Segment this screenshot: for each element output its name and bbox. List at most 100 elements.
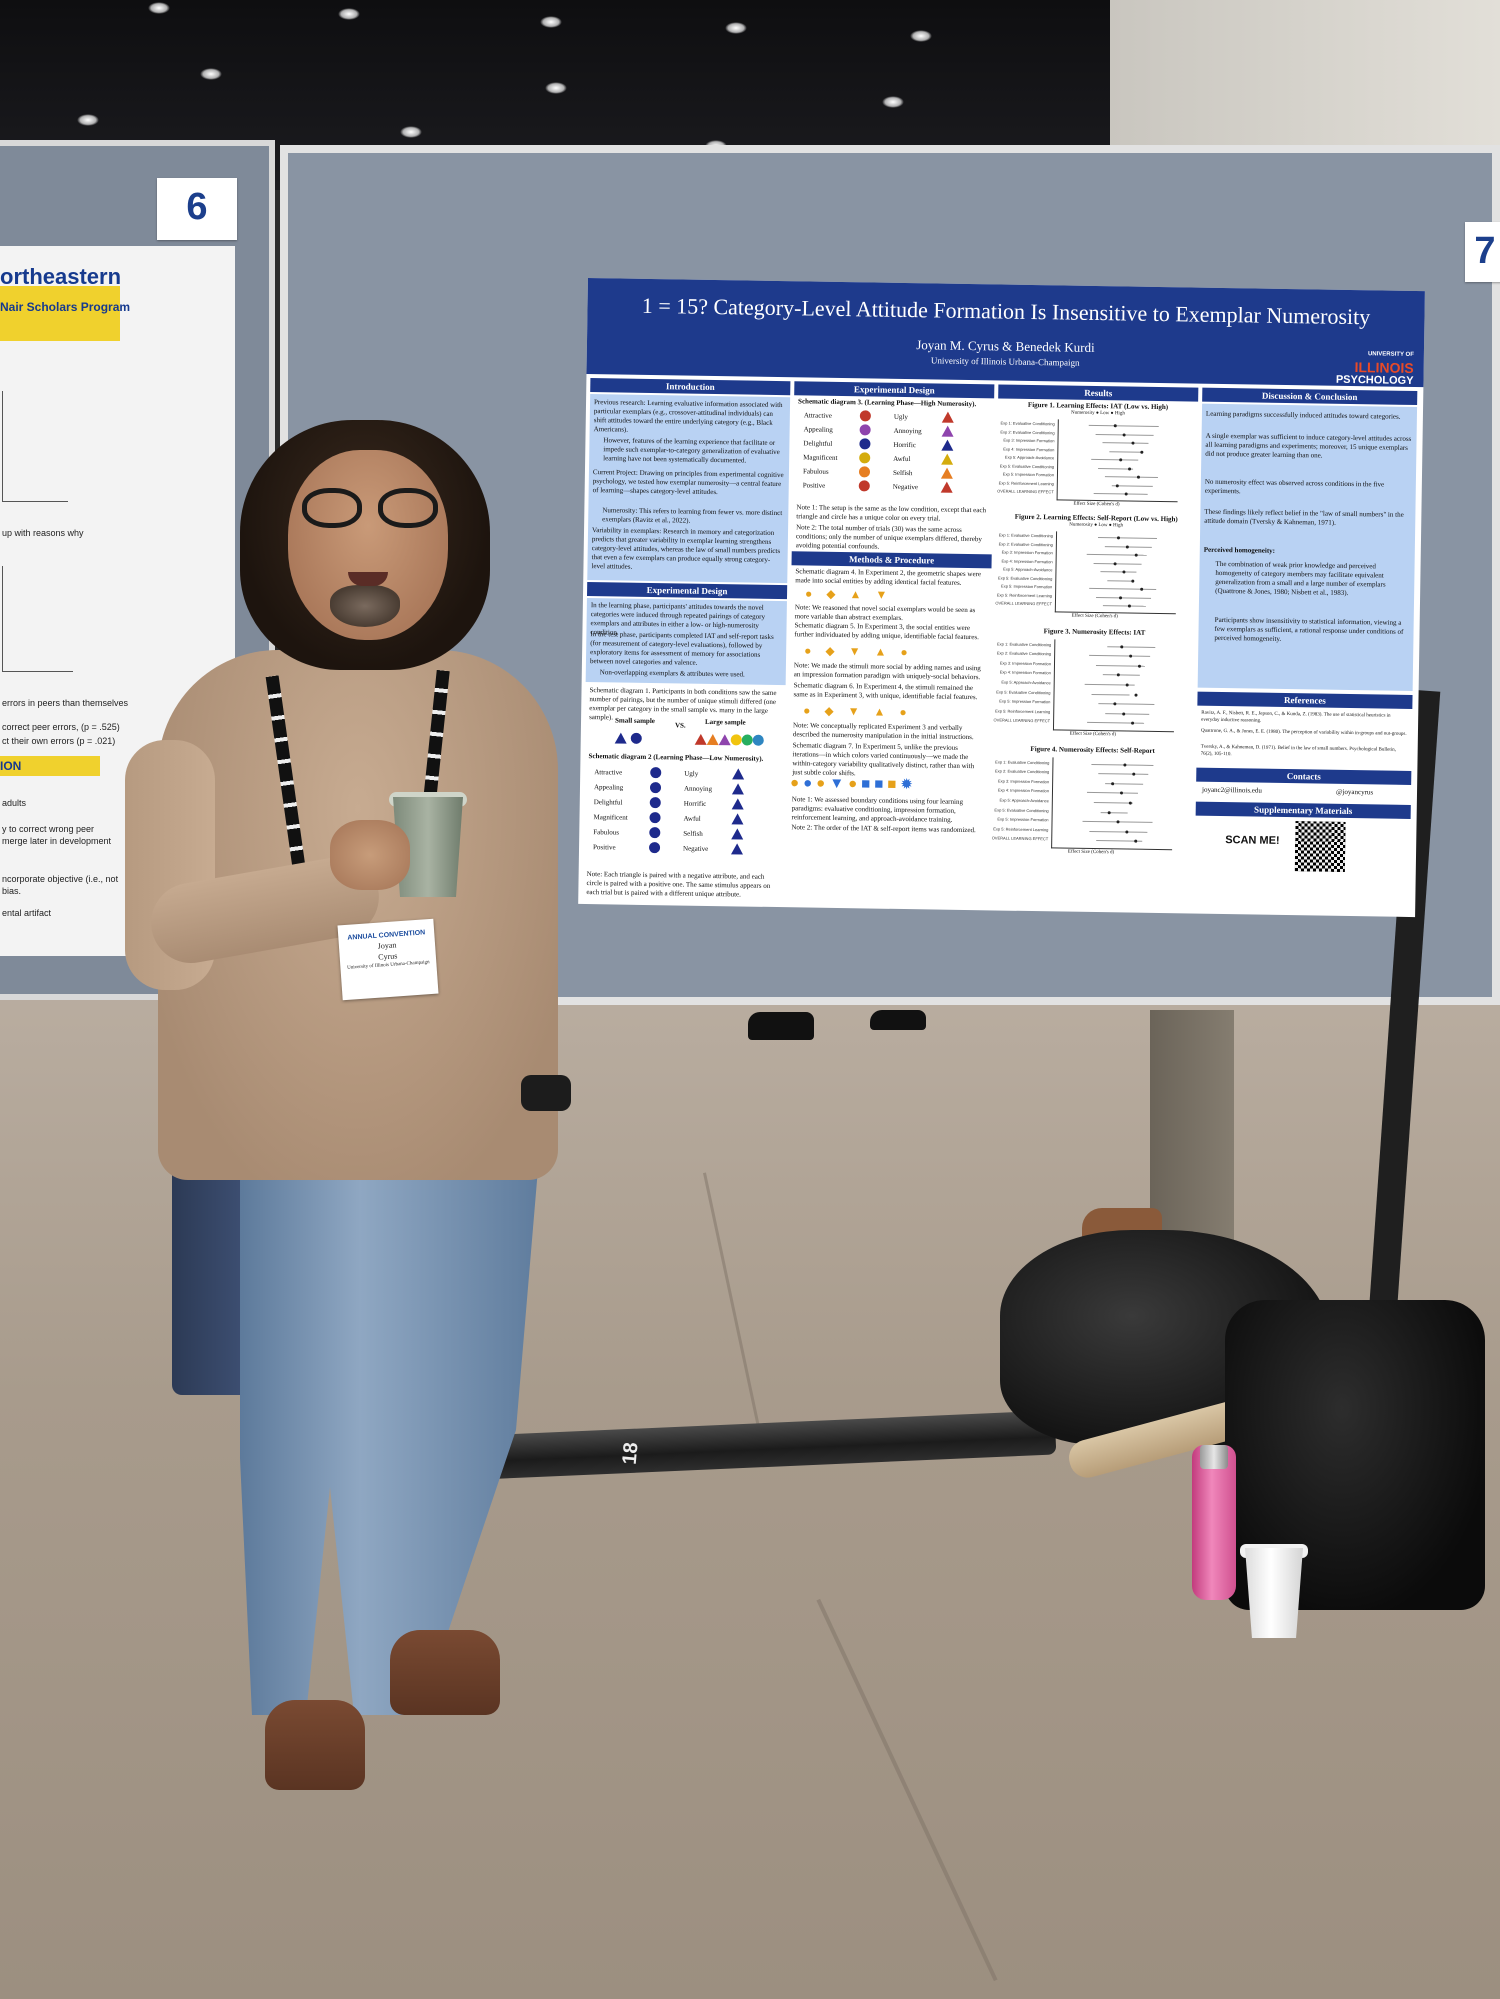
ceiling-light <box>540 16 562 28</box>
mouth <box>348 572 388 586</box>
forest-row-line <box>1093 802 1133 804</box>
glasses-lens <box>302 488 362 528</box>
negative-word: Horrific <box>683 799 707 808</box>
triangle-stack <box>730 768 745 855</box>
qr-code[interactable] <box>1294 821 1346 872</box>
forest-point <box>1125 830 1129 834</box>
forest-point <box>1134 693 1138 697</box>
discussion-box: Learning paradigms successfully induced … <box>1197 403 1418 692</box>
stand-number-card: 7 <box>1465 222 1500 282</box>
glasses-lens <box>378 488 438 528</box>
high-numerosity-diagram: Attractive Appealing Delightful Magnific… <box>793 409 994 502</box>
forest-row-line <box>1093 562 1142 565</box>
forest-row-line <box>1093 493 1148 496</box>
triangle-icon <box>706 733 719 746</box>
circle-icon <box>741 734 753 746</box>
negative-word: Selfish <box>683 829 703 838</box>
forest-point <box>1129 654 1133 658</box>
forest-point <box>1131 441 1135 445</box>
triangle-icon <box>614 732 627 744</box>
shape-icon: ■ <box>861 775 875 793</box>
negative-word: Awful <box>893 454 911 464</box>
research-poster: 1 = 15? Category-Level Attitude Formatio… <box>578 278 1425 918</box>
positive-word: Fabulous <box>802 467 829 476</box>
poster-tube-label: 18 <box>618 1441 643 1466</box>
forest-point <box>1128 801 1132 805</box>
circle-icon <box>649 797 661 809</box>
ceiling-light <box>910 30 932 42</box>
circle-stack <box>648 767 662 854</box>
forest-point <box>1132 772 1136 776</box>
schematic-caption: Schematic diagram 2 (Learning Phase—Low … <box>588 752 764 763</box>
forest-point <box>1113 702 1117 706</box>
neighbor-poster-text: adults <box>2 798 27 808</box>
forest-point <box>1122 712 1126 716</box>
negative-word: Annoying <box>893 426 922 436</box>
forest-row-label: Exp 5: Approach-Avoidance <box>1004 454 1055 461</box>
forest-row-label: Exp 5: Evaluative Conditioning <box>998 575 1053 581</box>
forest-point <box>1107 810 1111 814</box>
forest-plot-4: Exp 1: Evaluative Conditioning Exp 2: Eva… <box>992 757 1174 851</box>
forest-row-label: Exp 4: Impression Formation <box>999 669 1051 676</box>
triangle-icon <box>694 733 707 745</box>
forest-row-label: Exp 4: Impression Formation <box>1001 558 1053 564</box>
ceiling-light <box>148 2 170 14</box>
discussion-point: No numerosity effect was observed across… <box>1204 477 1385 496</box>
neighbor-poster-subtitle: Nair Scholars Program <box>0 300 131 314</box>
design-point: In the test phase, participants complete… <box>589 630 774 667</box>
ceiling-light <box>725 22 747 34</box>
triangle-icon <box>731 783 745 795</box>
triangle-stack <box>940 411 954 493</box>
shape-icon: ● <box>789 774 804 792</box>
forest-row-line <box>1086 792 1138 795</box>
neighbor-poster-text: merge later in development <box>2 836 112 846</box>
forest-row-label: OVERALL LEARNING EFFECT <box>997 488 1054 495</box>
diagram-note: Note 2: The total number of trials (30) … <box>795 523 982 551</box>
shape-icon: ✹ <box>900 775 918 794</box>
forest-row-line <box>1096 596 1152 599</box>
forest-row-label: Exp 2: Evaluative Conditioning <box>998 541 1053 547</box>
forest-row-label: Exp 2: Evaluative Conditioning <box>1000 429 1055 435</box>
circle-icon <box>859 438 871 450</box>
forest-row-label: Exp 5: Approach-Avoidance <box>1001 679 1051 686</box>
circle-icon <box>631 732 643 744</box>
forest-row-label: Exp 5: Impression Formation <box>1002 471 1055 478</box>
ceiling-light <box>338 8 360 20</box>
forest-row-label: Exp 5: Approach-Avoidance <box>999 797 1049 804</box>
forest-point <box>1120 645 1124 649</box>
discussion-point: Perceived homogeneity: <box>1203 545 1276 555</box>
negative-word: Horrific <box>893 440 917 450</box>
forest-point <box>1128 467 1132 471</box>
section-heading: Contacts <box>1196 767 1412 785</box>
discussion-point: Learning paradigms successfully induced … <box>1205 409 1401 421</box>
forest-row-line <box>1107 645 1156 648</box>
poster-column-1: Introduction Previous research: Learning… <box>582 378 791 901</box>
intro-box: Previous research: Learning evaluative i… <box>587 394 791 584</box>
forest-row-label: Exp 1: Evaluative Conditioning <box>995 759 1050 766</box>
triangle-icon <box>940 467 954 479</box>
schematic-caption: Schematic diagram 4. In Experiment 2, th… <box>795 567 982 587</box>
forest-row-line <box>1098 773 1149 776</box>
neighbor-poster-text: up with reasons why <box>2 528 84 538</box>
poster-header: 1 = 15? Category-Level Attitude Formatio… <box>586 278 1425 388</box>
ceiling-light <box>400 126 422 138</box>
forest-row-label: Exp 3: Impression Formation <box>1003 437 1055 444</box>
triangle-icon <box>732 768 745 780</box>
triangle-icon <box>718 734 731 746</box>
negative-word: Awful <box>683 814 701 823</box>
neighbor-poster-text: bias. <box>2 886 22 896</box>
face-shapes-row: ●◆▼▲● <box>803 703 921 720</box>
forest-plot-3: Exp 1: Evaluative Conditioning Exp 2: Eva… <box>994 639 1176 733</box>
forest-point <box>1131 721 1135 725</box>
intro-point: Numerosity: This refers to learning from… <box>602 506 783 525</box>
background-person-shoe <box>748 1012 814 1040</box>
goatee <box>330 585 400 627</box>
forest-row-label: Exp 1: Evaluative Conditioning <box>1000 420 1055 427</box>
forest-point <box>1113 424 1117 428</box>
forest-row-label: Exp 1: Evaluative Conditioning <box>997 641 1052 648</box>
forest-row-label: Exp 4: Impression Formation <box>1003 446 1055 452</box>
water-bottle-cap <box>1200 1445 1228 1469</box>
forest-row-label: OVERALL LEARNING EFFECT <box>991 835 1049 842</box>
hand <box>330 820 410 890</box>
positive-word: Appealing <box>593 783 624 792</box>
